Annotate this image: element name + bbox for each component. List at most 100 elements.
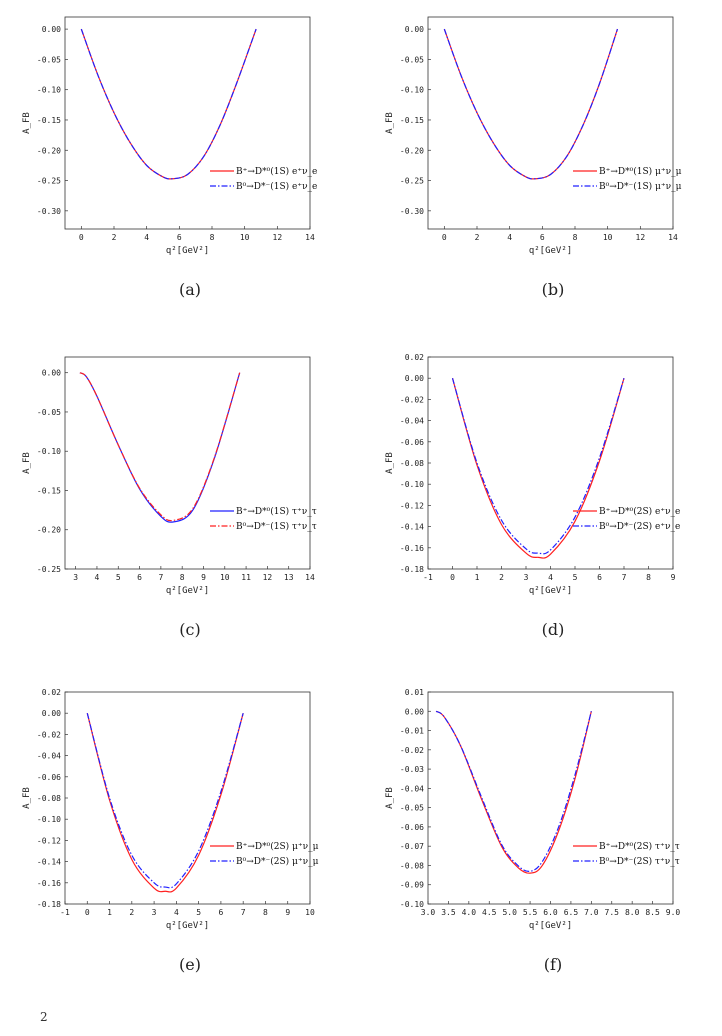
x-tick-label: 7 — [622, 573, 627, 582]
y-tick-label: -0.06 — [37, 773, 61, 782]
y-tick-label: -0.12 — [37, 836, 61, 845]
plot-frame — [427, 16, 674, 230]
y-tick-label: -0.25 — [37, 565, 61, 574]
y-tick-label: 0.01 — [405, 688, 424, 697]
plot-frame — [427, 691, 674, 905]
y-tick-label: -0.10 — [400, 900, 424, 909]
x-tick-label: 4 — [548, 573, 553, 582]
x-tick-label: 6 — [218, 908, 223, 917]
series-line-2 — [80, 28, 257, 180]
chart-c: 3 4 5 6 7 8 9 10 11 12 13 14 0.00 -0.05 -0.10 -0.15 -0.2… — [22, 356, 317, 596]
caption-b: (b) — [541, 280, 565, 299]
legend-label-2: B⁰→D*⁻(2S) μ⁺ν_μ — [236, 856, 319, 867]
series-line-1 — [79, 372, 241, 523]
x-tick-label: 14 — [305, 233, 315, 242]
x-tick-label: 9 — [671, 573, 676, 582]
y-tick-label: 0.00 — [405, 374, 424, 383]
plot-frame — [64, 16, 311, 230]
x-tick-label: 4 — [95, 573, 100, 582]
y-tick-label: -0.25 — [400, 177, 424, 186]
y-tick-label: -0.15 — [37, 486, 61, 495]
x-tick-label: 0 — [85, 908, 90, 917]
y-tick-label: -0.05 — [37, 55, 61, 64]
x-tick-label: 10 — [603, 233, 613, 242]
y-tick-label: -0.02 — [400, 395, 424, 404]
y-tick-label: -0.15 — [400, 116, 424, 125]
panel-c: 3 4 5 6 7 8 9 10 11 12 13 14 0.00 -0.05 -0.10 -0.15 -0.2… — [10, 345, 340, 675]
x-tick-label: 2 — [475, 233, 480, 242]
y-tick-label: -0.18 — [400, 565, 424, 574]
caption-d: (d) — [541, 620, 565, 639]
x-tick-label: 7 — [241, 908, 246, 917]
x-tick-label: 5 — [196, 908, 201, 917]
y-axis-label: A_FB — [385, 787, 395, 809]
x-tick-label: 4 — [507, 233, 512, 242]
x-tick-label: 1 — [107, 908, 112, 917]
x-tick-label: 2 — [112, 233, 117, 242]
series-line-2 — [435, 710, 592, 872]
x-tick-label: 14 — [305, 573, 315, 582]
chart-b: 0 2 4 6 8 10 12 14 0.00 -0.05 -0.10 -0.15 -0.20 -0.25… — [385, 16, 682, 256]
x-tick-label: 9 — [201, 573, 206, 582]
y-tick-label: 0.00 — [405, 707, 424, 716]
y-tick-label: -0.08 — [400, 861, 424, 870]
x-tick-label: -1 — [60, 908, 70, 917]
x-axis-label: q²[GeV²] — [529, 586, 572, 596]
x-tick-label: 3.5 — [441, 908, 456, 917]
x-tick-label: 7.0 — [584, 908, 599, 917]
y-tick-label: -0.12 — [400, 501, 424, 510]
x-tick-label: 5.0 — [502, 908, 517, 917]
x-tick-label: -1 — [423, 573, 433, 582]
x-tick-label: 0 — [442, 233, 447, 242]
y-tick-label: -0.05 — [37, 408, 61, 417]
y-tick-label: -0.16 — [37, 879, 61, 888]
y-tick-label: -0.20 — [37, 146, 61, 155]
y-tick-label: -0.01 — [400, 727, 424, 736]
y-tick-label: -0.18 — [37, 900, 61, 909]
chart-a: 0 2 4 6 8 10 12 14 0.00 -0.05 -0.10 -0.15 -0.20 -0.25… — [22, 16, 317, 256]
y-tick-label: -0.09 — [400, 881, 424, 890]
panel-f: 3.0 3.5 4.0 4.5 5.0 5.5 6.0 6.5 7.0 7.5 8.0 8.5 9.0 0… — [373, 680, 703, 1010]
x-axis-label: q²[GeV²] — [166, 246, 209, 256]
x-tick-label: 6 — [597, 573, 602, 582]
x-tick-label: 10 — [220, 573, 230, 582]
legend-label-2: B⁰→D*⁻(2S) τ⁺ν_τ — [599, 856, 680, 867]
series-line-2 — [443, 28, 619, 180]
caption-c: (c) — [179, 620, 201, 639]
x-tick-label: 8.0 — [625, 908, 640, 917]
y-tick-label: -0.05 — [400, 55, 424, 64]
y-tick-label: -0.20 — [37, 526, 61, 535]
y-tick-label: -0.02 — [400, 746, 424, 755]
x-tick-label: 3 — [524, 573, 529, 582]
y-tick-label: -0.10 — [400, 86, 424, 95]
x-tick-label: 10 — [240, 233, 250, 242]
y-tick-label: 0.00 — [42, 369, 61, 378]
panel-a: 0 2 4 6 8 10 12 14 0.00 -0.05 -0.10 -0.15 -0.20 -0.25… — [10, 5, 340, 335]
series-line-1 — [451, 378, 625, 559]
x-tick-label: 3.0 — [421, 908, 436, 917]
y-tick-label: -0.25 — [37, 177, 61, 186]
y-tick-label: -0.02 — [37, 730, 61, 739]
x-tick-label: 8 — [210, 233, 215, 242]
plot-frame — [64, 356, 311, 570]
plot-frame — [64, 691, 311, 905]
x-axis-label: q²[GeV²] — [166, 921, 209, 931]
caption-e: (e) — [179, 955, 201, 974]
legend-label-2: B⁰→D*⁻(2S) e⁺ν_e — [599, 521, 680, 532]
legend-label-2: B⁰→D*⁻(1S) τ⁺ν_τ — [236, 521, 317, 532]
y-tick-label: -0.30 — [400, 207, 424, 216]
x-tick-label: 0 — [79, 233, 84, 242]
x-tick-label: 0 — [450, 573, 455, 582]
legend-label-2: B⁰→D*⁻(1S) μ⁺ν_μ — [599, 181, 682, 192]
x-axis-label: q²[GeV²] — [166, 586, 209, 596]
x-tick-label: 7.5 — [605, 908, 620, 917]
x-tick-label: 2 — [499, 573, 504, 582]
y-tick-label: -0.06 — [400, 823, 424, 832]
y-tick-label: -0.10 — [37, 815, 61, 824]
y-tick-label: -0.04 — [37, 752, 61, 761]
y-axis-label: A_FB — [385, 452, 395, 474]
y-tick-label: -0.10 — [37, 86, 61, 95]
y-axis-label: A_FB — [22, 452, 32, 474]
x-tick-label: 8 — [573, 233, 578, 242]
